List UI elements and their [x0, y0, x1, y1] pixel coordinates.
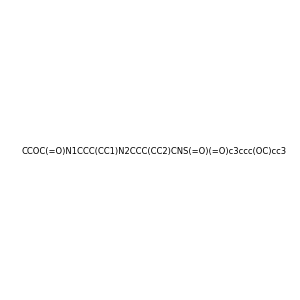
Text: CCOC(=O)N1CCC(CC1)N2CCC(CC2)CNS(=O)(=O)c3ccc(OC)cc3: CCOC(=O)N1CCC(CC1)N2CCC(CC2)CNS(=O)(=O)c… — [21, 147, 286, 156]
